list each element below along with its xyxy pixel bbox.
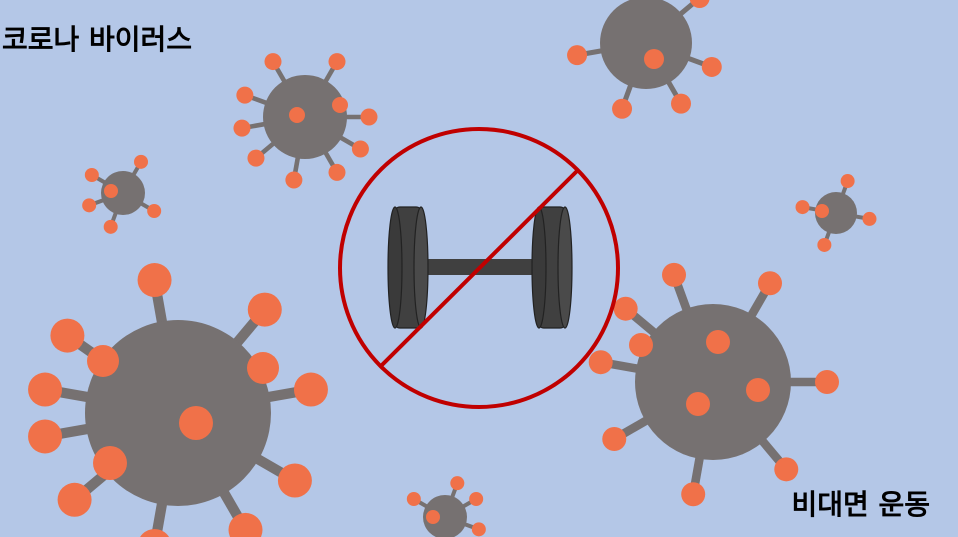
virus-spike-head [82, 198, 97, 213]
virus-spike-head [681, 482, 706, 507]
subtitle-text: 비대면 운동 [791, 488, 930, 521]
virus-spike-head [134, 154, 148, 169]
virus-spike-head [588, 350, 613, 375]
dumbbell-weight [531, 206, 573, 329]
virus-spike-head [469, 492, 484, 506]
virus-spike-head [137, 263, 172, 298]
prohibition-slash [379, 168, 580, 368]
virus-surface-dot [644, 49, 664, 69]
virus-surface-dot [289, 107, 305, 123]
virus-body [423, 495, 467, 537]
virus-surface-dot [686, 392, 710, 416]
virus-surface-dot [87, 345, 119, 377]
virus-surface-dot [332, 97, 348, 113]
virus-surface-dot [247, 352, 279, 384]
virus-body [263, 75, 347, 159]
virus-surface-dot [104, 184, 118, 198]
virus-body [101, 171, 145, 215]
coronavirus-icon [795, 174, 877, 252]
virus-body [600, 0, 692, 89]
virus-spike-head [50, 318, 85, 353]
virus-spike-head [795, 200, 810, 215]
virus-spike-head [689, 0, 710, 9]
virus-spike-head [140, 528, 170, 537]
virus-spike-head [612, 98, 633, 119]
virus-body [635, 304, 791, 460]
virus-spike-head [147, 204, 162, 218]
virus-surface-dot [179, 406, 213, 440]
virus-spike-head [840, 174, 855, 189]
virus-body [85, 320, 271, 506]
virus-spike-head [293, 372, 328, 407]
virus-spike-head [471, 522, 486, 537]
virus-spike [150, 501, 168, 537]
virus-spike-head [233, 119, 251, 137]
virus-spike-head [28, 372, 63, 407]
virus-spike-head [758, 271, 782, 296]
virus-spike-head [406, 492, 421, 506]
virus-spike-head [103, 219, 118, 234]
virus-spike-head [28, 419, 63, 454]
virus-spike-head [862, 211, 877, 226]
virus-spike-head [247, 292, 282, 327]
virus-spike-head [328, 53, 346, 71]
prohibition-sign-icon [338, 127, 620, 409]
virus-spike-head [774, 457, 799, 482]
virus-spike-head [328, 163, 346, 181]
virus-surface-dot [426, 510, 440, 524]
coronavirus-icon [82, 154, 162, 234]
prohibition-ring [338, 127, 620, 409]
coronavirus-icon [588, 262, 839, 507]
virus-spike-head [57, 482, 92, 517]
virus-surface-dot [629, 333, 653, 357]
coronavirus-icon [28, 263, 328, 537]
virus-spike-head [815, 370, 839, 394]
virus-spike-head [360, 108, 378, 126]
coronavirus-icon [406, 476, 486, 537]
virus-spike-head [236, 86, 254, 104]
virus-spike-head [613, 296, 638, 321]
virus-body [815, 192, 857, 234]
virus-spike-head [450, 476, 465, 491]
virus-spike-head [285, 171, 303, 189]
virus-surface-dot [815, 204, 829, 218]
virus-spike-head [662, 262, 687, 287]
virus-spike-head [701, 56, 722, 77]
virus-spike-head [671, 93, 691, 114]
title-text: 코로나 바이러스 [2, 23, 193, 56]
virus-surface-dot [706, 330, 730, 354]
virus-spike-head [817, 237, 832, 252]
virus-spike-head [277, 463, 312, 498]
virus-spike-head [351, 140, 369, 158]
dumbbell-icon [387, 206, 573, 329]
virus-spike-head [84, 168, 99, 182]
virus-surface-dot [746, 378, 770, 402]
virus-spike-head [228, 512, 263, 537]
dumbbell-weight [387, 206, 429, 329]
coronavirus-icon [567, 0, 722, 119]
virus-spike-head [247, 149, 265, 167]
coronavirus-icon [233, 53, 378, 189]
virus-spike-head [602, 427, 627, 451]
virus-spike-head [264, 53, 282, 71]
virus-spike-head [567, 45, 588, 66]
virus-surface-dot [93, 446, 127, 480]
